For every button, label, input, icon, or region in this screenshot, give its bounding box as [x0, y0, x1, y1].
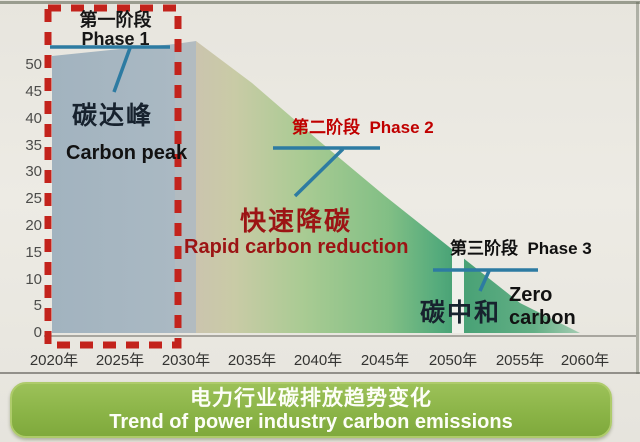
y-tick-45: 45: [25, 83, 42, 100]
area-decline: [196, 41, 580, 333]
chart-title-en: Trend of power industry carbon emissions: [109, 411, 513, 433]
phase2-label-cn: 第二阶段: [292, 118, 360, 137]
y-tick-30: 30: [25, 163, 42, 180]
phase1-label-cn: 第一阶段: [79, 10, 152, 30]
phase3-note-en-line2: carbon: [509, 307, 576, 329]
y-tick-5: 5: [33, 297, 42, 314]
footer-separator-line: [0, 372, 640, 374]
y-tick-15: 15: [25, 244, 42, 261]
phase1-callout-line: [50, 45, 170, 93]
phase3-label-cn: 第三阶段: [450, 239, 518, 258]
phase3-label: 第三阶段 Phase 3: [450, 234, 592, 259]
title-banner: 电力行业碳排放趋势变化 Trend of power industry carb…: [10, 382, 612, 438]
x-tick-2020: 2020年: [29, 352, 79, 369]
y-tick-35: 35: [25, 137, 42, 154]
slide-top-border: [0, 1, 640, 4]
y-tick-25: 25: [25, 190, 42, 207]
y-tick-40: 40: [25, 110, 42, 127]
y-tick-20: 20: [25, 217, 42, 234]
chart-title-cn: 电力行业碳排放趋势变化: [190, 387, 432, 410]
phase1-note-cn: 碳达峰: [72, 102, 154, 130]
phase2-label-en: Phase 2: [369, 118, 434, 137]
phase1-label-en: Phase 1: [81, 29, 150, 49]
phase2-label: 第二阶段 Phase 2: [292, 113, 434, 138]
phase1-highlight-dashed-box: [44, 4, 182, 349]
y-tick-0: 0: [33, 324, 42, 341]
phase2-callout-line: [273, 146, 380, 198]
y-tick-10: 10: [25, 271, 42, 288]
x-tick-2040: 2040年: [293, 352, 343, 369]
x-tick-2045: 2045年: [360, 352, 410, 369]
phase3-callout-line: [433, 268, 538, 292]
phase3-note-en: Zero carbon: [509, 284, 589, 330]
x-tick-2025: 2025年: [95, 352, 145, 369]
phase2-note-en: Rapid carbon reduction: [184, 236, 409, 258]
y-tick-50: 50: [25, 56, 42, 73]
phase3-label-en: Phase 3: [527, 239, 592, 258]
x-tick-2060: 2060年: [560, 352, 610, 369]
x-tick-2035: 2035年: [227, 352, 277, 369]
slide-right-border: [636, 2, 639, 374]
x-tick-2055: 2055年: [495, 352, 545, 369]
x-tick-2050: 2050年: [428, 352, 478, 369]
x-tick-2030: 2030年: [161, 352, 211, 369]
area-phase1-carbon-peak: [52, 44, 175, 333]
phase1-note-en: Carbon peak: [66, 142, 188, 164]
phase2-note-cn: 快速降碳: [240, 206, 353, 236]
phase3-note-cn: 碳中和: [420, 299, 502, 327]
phase3-note-en-line1: Zero: [509, 284, 553, 306]
phase1-label: 第一阶段 Phase 1: [58, 11, 173, 49]
